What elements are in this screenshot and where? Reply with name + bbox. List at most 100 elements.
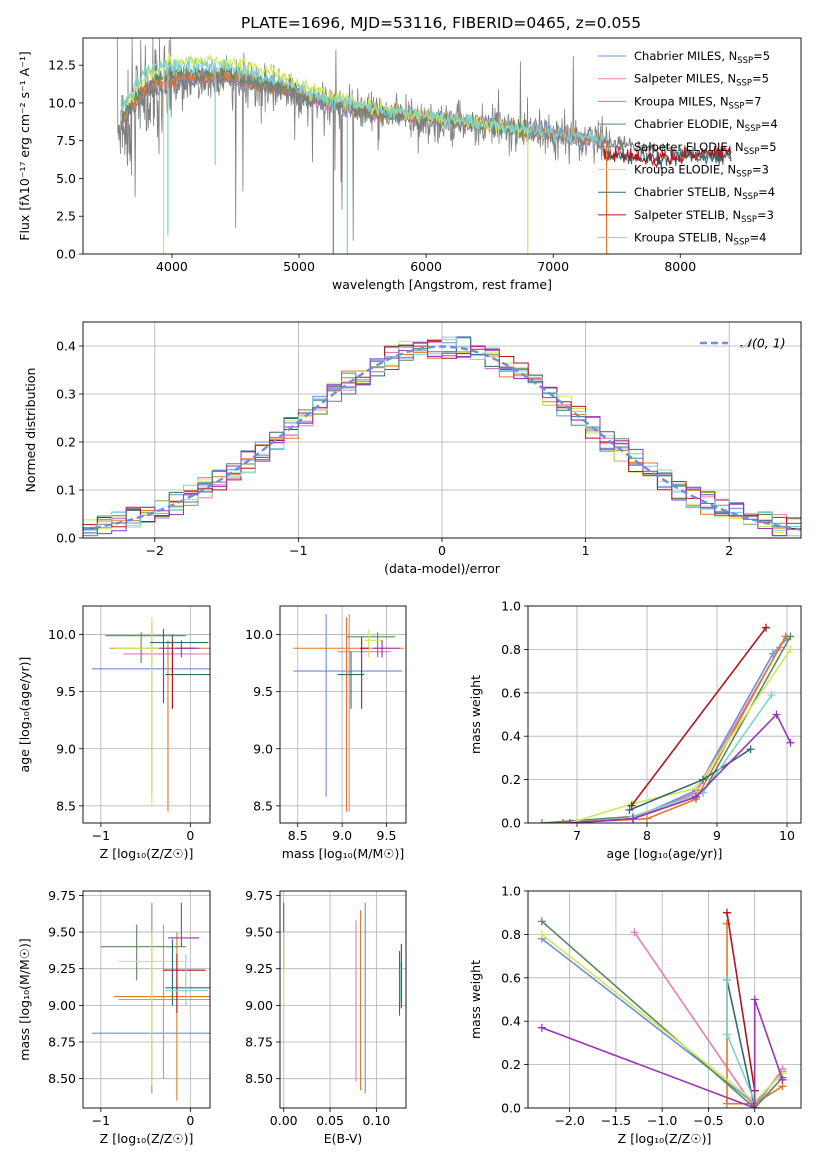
data-point-marker <box>692 784 700 793</box>
y-tick-label: 8.75 <box>48 1035 76 1050</box>
x-axis-label: Z [log₁₀(Z/Z☉)] <box>100 1131 194 1146</box>
x-tick-label: 5000 <box>283 259 315 274</box>
errorbar-plot-area <box>91 902 210 1101</box>
x-tick-label: 7 <box>573 828 581 843</box>
x-tick-label: 10 <box>779 828 795 843</box>
legend-entry: Kroupa ELODIE, NSSP=3 <box>634 163 769 180</box>
massweight-plot-area <box>537 908 787 1108</box>
x-tick-label: 9 <box>713 828 721 843</box>
data-point-marker <box>699 775 707 784</box>
errorbar-plot-area <box>91 617 210 812</box>
x-tick-label: 9.0 <box>332 828 352 843</box>
y-tick-label: 8.50 <box>245 1071 273 1086</box>
massweight-line <box>630 627 767 807</box>
massweight-line <box>541 999 784 1108</box>
data-point-marker <box>772 710 781 719</box>
data-point-marker <box>722 1030 731 1039</box>
axes-frame <box>82 37 802 255</box>
data-point-marker <box>537 917 546 926</box>
y-axis-label: mass [log₁₀(M/M☉)] <box>17 938 32 1060</box>
x-tick-label: −1.5 <box>601 1113 631 1128</box>
y-tick-label: 8.50 <box>48 1071 76 1086</box>
y-axis-label: Flux [fλ10⁻¹⁷ erg cm⁻² s⁻¹ A⁻¹] <box>17 51 32 240</box>
y-tick-label: 0.0 <box>56 247 76 262</box>
data-point-marker <box>722 908 731 917</box>
mass-weight-vs-metallicity-panel: −2.0 −1.5 −1.0 −0.5 0.0 0.0 0.2 0.4 0.6 0.8 1.0 Z [… <box>468 884 802 1146</box>
legend-entry: Kroupa MILES, NSSP=7 <box>634 94 761 111</box>
y-axis-label: Normed distribution <box>23 368 38 493</box>
ebv-plot-area <box>283 902 402 1094</box>
x-tick-label: 8.5 <box>288 828 308 843</box>
data-point-marker <box>538 819 546 823</box>
legend-entry: Salpeter STELIB, NSSP=3 <box>634 208 774 225</box>
mass-vs-metallicity-panel: −1 0 8.50 8.75 9.00 9.25 9.50 9.75 Z [log₁₀(Z/Z☉… <box>17 888 211 1146</box>
residuals-plot-area <box>83 336 801 537</box>
y-tick-label: 0.8 <box>501 927 521 942</box>
x-tick-label: 6000 <box>410 259 442 274</box>
y-tick-label: 0.4 <box>501 1014 521 1029</box>
x-axis-label: Z [log₁₀(Z/Z☉)] <box>618 1131 712 1146</box>
y-tick-label: 0.0 <box>56 531 76 546</box>
data-point-marker <box>786 632 795 641</box>
axes-frame <box>527 605 802 824</box>
data-point-marker <box>750 1104 759 1108</box>
axes-frame <box>82 890 211 1109</box>
y-tick-label: 12.5 <box>48 58 76 73</box>
y-tick-label: 0.0 <box>501 816 521 831</box>
x-tick-label: −1.0 <box>647 1113 677 1128</box>
y-axis-label: age [log₁₀(age/yr)] <box>17 657 32 773</box>
data-point-marker <box>722 919 731 928</box>
legend-entry: 𝒩(0, 1) <box>740 336 786 351</box>
model-series-line <box>120 70 732 166</box>
y-tick-label: 8.5 <box>253 798 273 813</box>
y-tick-label: 10.0 <box>48 627 76 642</box>
data-point-marker <box>778 1075 787 1084</box>
legend-entry: Salpeter ELODIE, NSSP=5 <box>634 140 777 157</box>
x-tick-label: 9.5 <box>377 828 397 843</box>
mass-weight-vs-age-panel: 7 8 9 10 0.0 0.2 0.4 0.6 0.8 1.0 age [log₁₀(age/yr… <box>468 599 802 861</box>
errorbar-plot-area <box>293 613 405 812</box>
massweight-line <box>541 920 784 1108</box>
data-point-marker <box>722 1099 731 1108</box>
model-series-line <box>120 56 605 147</box>
y-tick-label: 0.4 <box>501 729 521 744</box>
axes-frame <box>527 890 802 1109</box>
massweight-line <box>562 637 788 823</box>
x-tick-label: 8000 <box>664 259 696 274</box>
legend-entry: Chabrier ELODIE, NSSP=4 <box>634 117 778 134</box>
data-point-marker <box>767 690 776 699</box>
y-axis-label: mass weight <box>468 960 483 1039</box>
y-tick-label: 0.2 <box>501 1057 521 1072</box>
x-tick-label: 8 <box>643 828 651 843</box>
x-axis-label: wavelength [Angstrom, rest frame] <box>332 277 552 292</box>
age-vs-metallicity-panel: −1 0 8.5 9.0 9.5 10.0 Z [log₁₀(Z/Z☉)] age [log₁… <box>17 605 211 861</box>
spectrum-plot-area <box>116 38 732 254</box>
x-tick-label: −0.5 <box>693 1113 723 1128</box>
mass-vs-extinction-panel: 0.00 0.05 0.10 8.50 8.75 9.00 9.25 9.50 9.75 E(B-… <box>245 888 407 1146</box>
y-tick-label: 0.2 <box>501 772 521 787</box>
y-tick-label: 2.5 <box>56 209 76 224</box>
massweight-line <box>562 636 787 823</box>
x-tick-label: 0.00 <box>270 1113 298 1128</box>
residuals-panel: −2 −1 0 1 2 0.0 0.1 0.2 0.3 0.4 (data-model)/error… <box>23 321 802 576</box>
x-tick-label: −2.0 <box>554 1113 584 1128</box>
axes-frame <box>82 321 802 539</box>
axes-frame <box>82 605 211 824</box>
age-vs-mass-panel: 8.5 9.0 9.5 8.5 9.0 9.5 10.0 mass [log₁₀(M/M☉)] <box>245 605 407 861</box>
y-tick-label: 9.00 <box>245 998 273 1013</box>
y-tick-label: 0.6 <box>501 970 521 985</box>
spectrum-panel: 4000 5000 6000 7000 8000 0.0 2.5 5.0 7.5 10.0 12.5… <box>17 37 802 292</box>
x-tick-label: 2 <box>725 543 733 558</box>
y-tick-label: 9.50 <box>48 925 76 940</box>
data-point-marker <box>566 819 574 823</box>
data-point-marker <box>559 819 567 823</box>
x-tick-label: 0 <box>186 1113 194 1128</box>
data-point-marker <box>630 928 639 937</box>
gaussian-curve <box>83 345 801 531</box>
data-point-marker <box>750 995 759 1004</box>
y-tick-label: 0.3 <box>56 387 76 402</box>
x-axis-label: (data-model)/error <box>384 561 501 576</box>
massweight-plot-area <box>538 623 795 823</box>
y-tick-label: 1.0 <box>501 884 521 899</box>
